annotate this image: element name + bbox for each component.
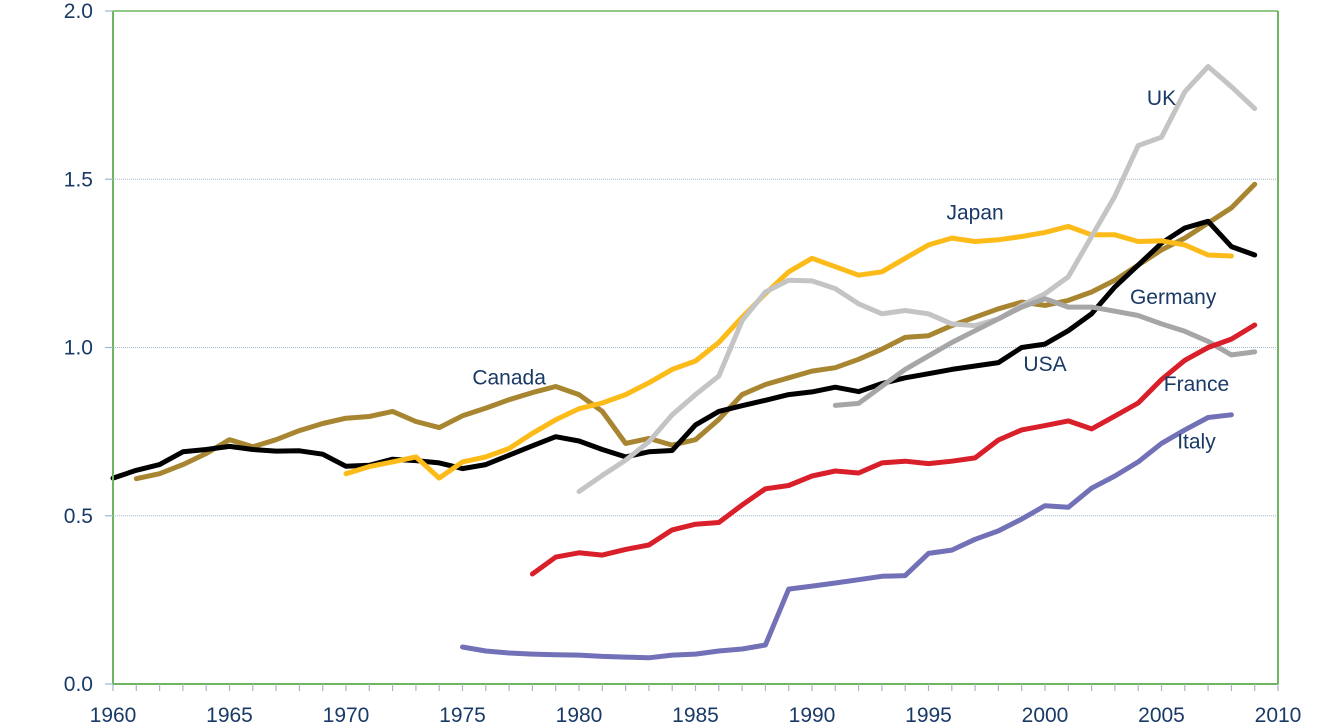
- series-label-uk: UK: [1147, 87, 1176, 110]
- x-tick-label-2005: 2005: [1138, 704, 1185, 727]
- x-tick-label-1965: 1965: [206, 704, 253, 727]
- series-label-italy: Italy: [1177, 430, 1216, 453]
- y-tick-label-1.0: 1.0: [64, 337, 93, 360]
- x-tick-label-2000: 2000: [1022, 704, 1069, 727]
- series-line-germany: [832, 296, 1258, 408]
- series-line-italy: [460, 412, 1234, 661]
- x-tick-label-1960: 1960: [90, 704, 137, 727]
- y-tick-label-1.5: 1.5: [64, 168, 93, 191]
- x-tick-label-1990: 1990: [789, 704, 836, 727]
- series-label-japan: Japan: [946, 202, 1003, 225]
- series-lines: [110, 64, 1258, 661]
- x-tick-label-1970: 1970: [323, 704, 370, 727]
- x-tick-label-1980: 1980: [556, 704, 603, 727]
- series-line-canada: [133, 181, 1258, 482]
- x-tick-label-1985: 1985: [672, 704, 719, 727]
- x-tick-label-1995: 1995: [905, 704, 952, 727]
- series-labels: Canada USA Japan UK Germany France Italy: [472, 87, 1229, 453]
- series-line-usa: [110, 218, 1258, 481]
- series-label-canada: Canada: [472, 367, 546, 390]
- series-label-usa: USA: [1023, 353, 1066, 376]
- series-line-france: [529, 322, 1258, 577]
- x-tick-label-1975: 1975: [439, 704, 486, 727]
- y-tick-label-0.5: 0.5: [64, 505, 93, 528]
- y-tick-label-2.0: 2.0: [64, 0, 93, 23]
- x-tick-label-2010: 2010: [1255, 704, 1302, 727]
- series-line-japan: [343, 223, 1234, 481]
- ticks: 1960 1965 1970 1975 1980 1985 1990 1995 2000 2005…: [64, 0, 1302, 727]
- series-line-uk: [576, 64, 1258, 494]
- series-label-germany: Germany: [1130, 286, 1217, 309]
- y-tick-label-0.0: 0.0: [64, 673, 93, 696]
- series-label-france: France: [1164, 373, 1229, 396]
